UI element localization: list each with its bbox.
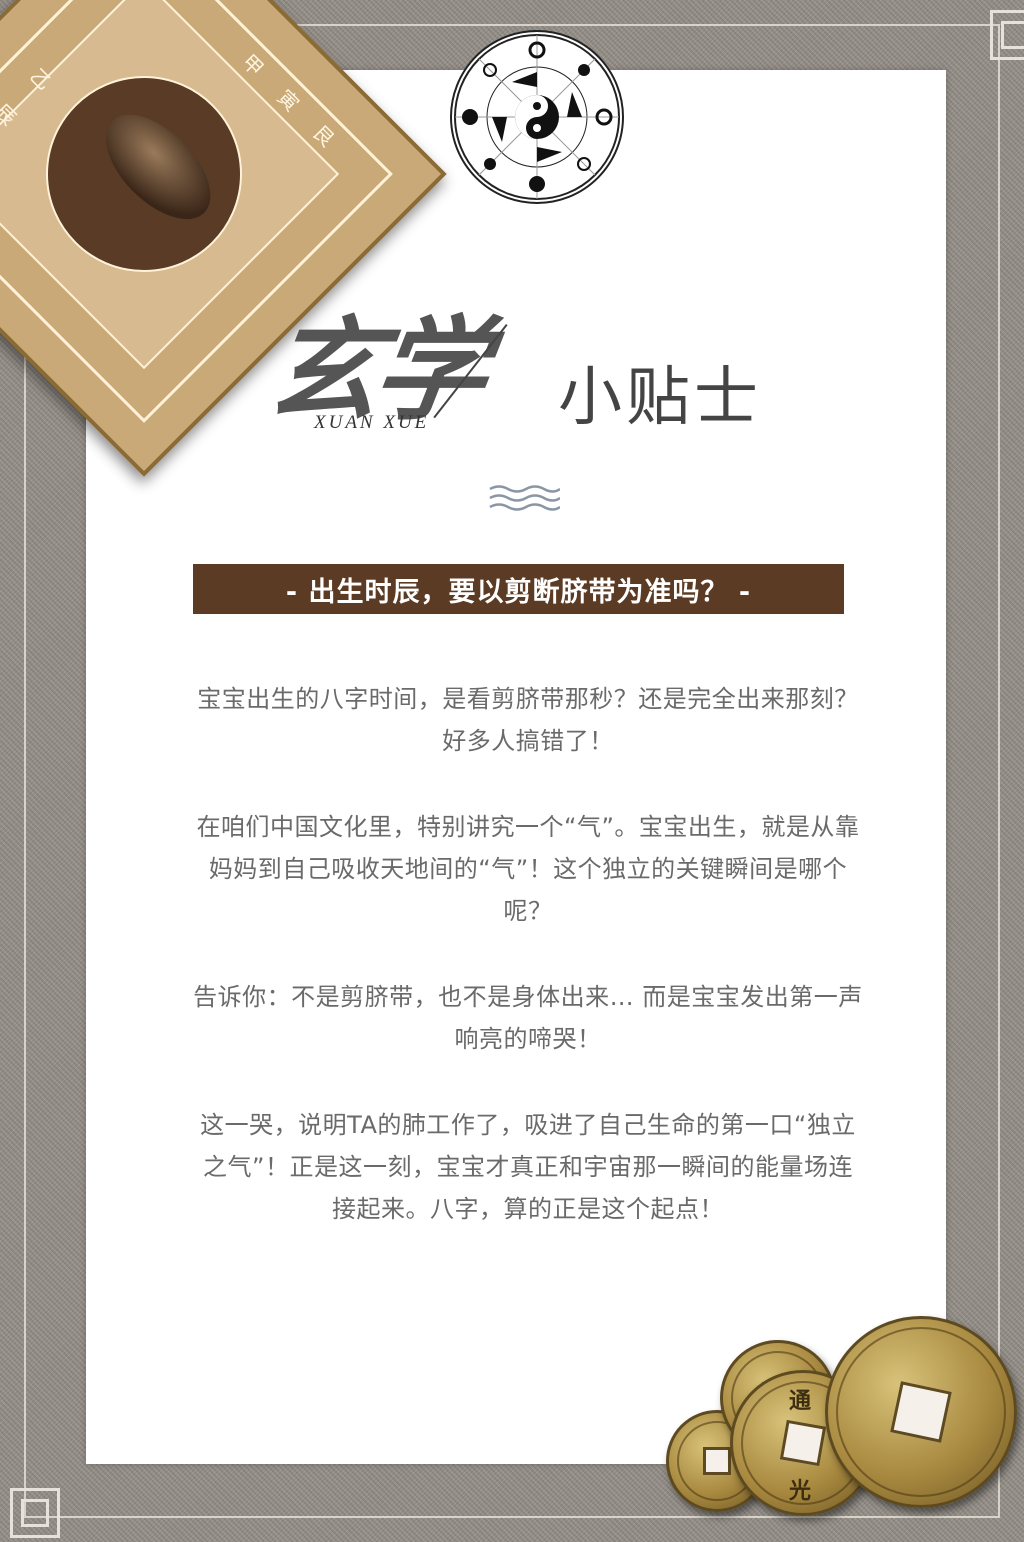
paragraph: 在咱们中国文化里，特别讲究一个“气”。宝宝出生，就是从靠妈妈到自己吸收天地间的“… [196, 813, 860, 925]
paragraph: 告诉你：不是剪脐带，也不是身体出来… 而是宝宝发出第一声响亮的啼哭！ [193, 983, 863, 1053]
title-block: 玄学 XUAN XUE 小贴士 [259, 280, 790, 440]
bagua-disc-icon [450, 30, 624, 204]
corner-ornament-bottom-left [10, 1488, 60, 1538]
frame-inner-border [24, 24, 1000, 1518]
corner-ornament-top-right [990, 10, 1024, 60]
coin-glyph: 光 [789, 1478, 812, 1504]
article-body: 宝宝出生的八字时间，是看剪脐带那秒？还是完全出来那刻？好多人搞错了！ 在咱们中国… [192, 678, 864, 1274]
coin-dragon [825, 1316, 1017, 1508]
paragraph: 这一哭，说明TA的肺工作了，吸进了自己生命的第一口“独立之气”！正是这一刻，宝宝… [200, 1111, 856, 1223]
title-pinyin: XUAN XUE [314, 412, 430, 433]
wave-divider-icon [489, 485, 560, 511]
paragraph: 宝宝出生的八字时间，是看剪脐带那秒？还是完全出来那刻？好多人搞错了！ [197, 685, 859, 755]
question-banner: - 出生时辰，要以剪断脐带为准吗？ - [193, 564, 844, 614]
ancient-coins-image: 通宝光 [660, 1310, 1024, 1542]
coin-glyph: 通 [789, 1388, 812, 1414]
title-sub: 小贴士 [558, 361, 762, 435]
